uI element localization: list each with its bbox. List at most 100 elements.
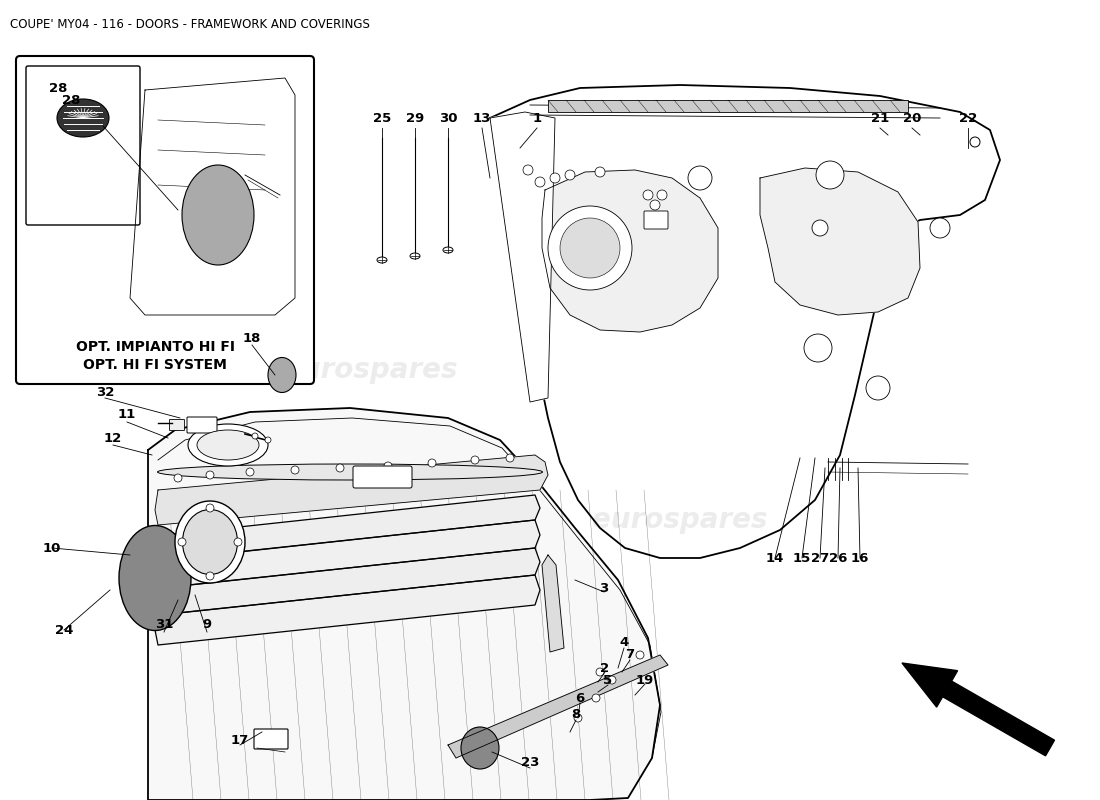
Circle shape [804,334,832,362]
Text: 28: 28 [62,94,80,107]
Text: 5: 5 [604,674,613,686]
Polygon shape [158,548,540,615]
Text: COUPE' MY04 - 116 - DOORS - FRAMEWORK AND COVERINGS: COUPE' MY04 - 116 - DOORS - FRAMEWORK AN… [10,18,370,31]
FancyArrow shape [902,663,1055,756]
Text: 15: 15 [793,551,811,565]
Text: 23: 23 [520,755,539,769]
Text: 1: 1 [532,111,541,125]
Text: 9: 9 [202,618,211,631]
Circle shape [292,466,299,474]
Circle shape [866,376,890,400]
Circle shape [560,218,620,278]
Ellipse shape [182,165,254,265]
Circle shape [265,437,271,443]
Circle shape [930,218,950,238]
Circle shape [644,190,653,200]
FancyBboxPatch shape [187,417,217,433]
Circle shape [174,474,182,482]
Polygon shape [490,112,556,402]
Text: 10: 10 [43,542,62,554]
Circle shape [688,166,712,190]
Circle shape [574,714,582,722]
Text: 21: 21 [871,111,889,125]
Text: 20: 20 [903,111,921,125]
Text: 8: 8 [571,709,581,722]
Text: 14: 14 [766,551,784,565]
Text: 13: 13 [473,111,492,125]
Ellipse shape [57,99,109,137]
Ellipse shape [188,424,268,466]
Ellipse shape [377,257,387,263]
Circle shape [336,464,344,472]
Text: OPT. IMPIANTO HI FI: OPT. IMPIANTO HI FI [76,340,234,354]
Polygon shape [760,168,920,315]
Text: 24: 24 [55,623,74,637]
Polygon shape [155,575,540,645]
Circle shape [522,165,534,175]
Ellipse shape [197,430,258,460]
Ellipse shape [119,526,191,630]
Circle shape [592,694,600,702]
Polygon shape [155,455,548,525]
Text: 28: 28 [48,82,67,94]
Text: 7: 7 [626,649,635,662]
Circle shape [812,220,828,236]
FancyBboxPatch shape [254,729,288,749]
Circle shape [596,668,604,676]
Circle shape [595,167,605,177]
Circle shape [246,468,254,476]
Polygon shape [160,520,540,588]
FancyBboxPatch shape [16,56,313,384]
Text: 25: 25 [373,111,392,125]
Text: 11: 11 [118,409,136,422]
Circle shape [384,462,392,470]
Circle shape [650,200,660,210]
Circle shape [550,173,560,183]
Circle shape [206,572,214,580]
FancyBboxPatch shape [169,419,185,430]
Text: 32: 32 [96,386,114,398]
Ellipse shape [461,727,499,769]
Ellipse shape [443,247,453,253]
Circle shape [816,161,844,189]
Text: 19: 19 [636,674,654,686]
Circle shape [608,676,616,684]
Circle shape [506,454,514,462]
Ellipse shape [175,501,245,583]
Text: 31: 31 [155,618,173,631]
Ellipse shape [157,464,542,480]
Circle shape [657,190,667,200]
Polygon shape [130,78,295,315]
Text: 4: 4 [619,635,628,649]
Text: 6: 6 [575,691,584,705]
Text: 30: 30 [439,111,458,125]
Circle shape [471,456,478,464]
Text: 27: 27 [811,551,829,565]
Text: 29: 29 [406,111,425,125]
Bar [548,100,907,112]
Ellipse shape [183,510,238,574]
Circle shape [428,459,436,467]
Text: 26: 26 [828,551,847,565]
Polygon shape [148,408,660,800]
Text: 22: 22 [959,111,977,125]
Circle shape [535,177,544,187]
Polygon shape [448,655,668,758]
Circle shape [178,538,186,546]
Text: 2: 2 [601,662,609,674]
Circle shape [252,433,258,439]
Circle shape [565,170,575,180]
Polygon shape [162,495,540,560]
Text: 12: 12 [103,431,122,445]
Text: 18: 18 [243,331,261,345]
Ellipse shape [268,358,296,393]
Text: eurospares: eurospares [592,506,768,534]
FancyBboxPatch shape [26,66,140,225]
Circle shape [206,471,214,479]
Ellipse shape [410,253,420,259]
Polygon shape [490,85,1000,558]
Polygon shape [542,170,718,332]
Polygon shape [542,555,564,652]
Text: eurospares: eurospares [283,356,458,384]
Circle shape [206,504,214,512]
